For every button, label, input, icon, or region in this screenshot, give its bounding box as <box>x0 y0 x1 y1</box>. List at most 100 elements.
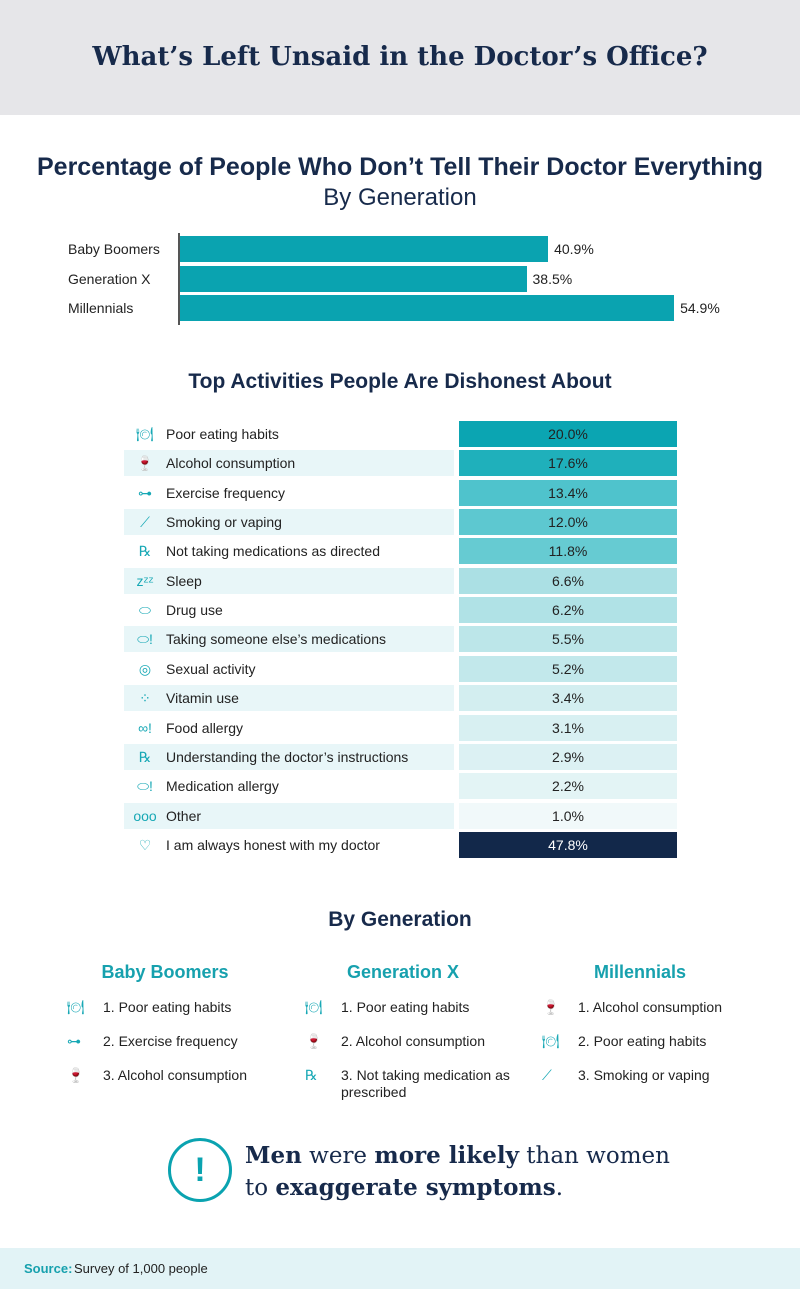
plate-icon: 🍽 <box>305 999 323 1015</box>
row-label-cell: ⬭! Medication allergy <box>124 773 454 799</box>
row-value: 13.4% <box>459 479 677 506</box>
row-value: 5.2% <box>459 655 677 682</box>
table-title: Top Activities People Are Dishonest Abou… <box>188 370 612 393</box>
chart-title: Percentage of People Who Don’t Tell Thei… <box>36 153 763 181</box>
note-men: Men <box>245 1142 302 1169</box>
bar-value-label: 38.5% <box>532 270 573 287</box>
chart-subtitle: By Generation <box>323 184 477 211</box>
row-label-cell: ℞ Not taking medications as directed <box>124 538 454 564</box>
bar-label: Generation X <box>68 270 151 287</box>
row-label-cell: ◎ Sexual activity <box>124 656 454 682</box>
row-value: 20.0% <box>459 421 677 447</box>
note-text: to <box>245 1175 276 1201</box>
callout-note: Men were more likely than women to exagge… <box>245 1140 670 1204</box>
table-row: ooo Other 1.0% <box>124 802 677 829</box>
row-label: Smoking or vaping <box>166 514 282 531</box>
row-value: 3.4% <box>459 685 677 712</box>
note-more-likely: more likely <box>374 1142 519 1169</box>
row-value: 2.2% <box>459 773 677 800</box>
cigarette-icon: ⟋ <box>542 1067 552 1083</box>
table-row: ⁘ Vitamin use 3.4% <box>124 685 677 712</box>
generation-item: 2. Exercise frequency <box>103 1033 238 1049</box>
row-value: 5.5% <box>459 626 677 653</box>
row-label: I am always honest with my doctor <box>166 836 380 853</box>
generation-name: Millennials <box>593 962 687 982</box>
row-label-cell: ooo Other <box>124 802 454 829</box>
generation-item: 1. Poor eating habits <box>103 999 232 1015</box>
row-label: Vitamin use <box>166 690 239 707</box>
wine-bottle-icon: 🍷 <box>67 1067 85 1083</box>
prescription-icon: ℞ <box>138 748 152 765</box>
row-value: 17.6% <box>459 450 677 477</box>
condom-icon: ◎ <box>138 660 152 677</box>
generation-title: By Generation <box>328 908 472 931</box>
row-value: 2.9% <box>459 743 677 770</box>
generation-item: 2. Alcohol consumption <box>341 1033 485 1049</box>
generation-column: Generation X 🍽 1. Poor eating habits 🍷 2. Al… <box>283 962 523 1100</box>
row-label: Medication allergy <box>166 778 279 795</box>
prescription-icon: ℞ <box>138 543 152 560</box>
row-label-cell: ℞ Understanding the doctor’s instructions <box>124 743 454 770</box>
table-row: ◎ Sexual activity 5.2% <box>124 655 677 682</box>
generation-name: Baby Boomers <box>101 962 229 982</box>
note-text: than women <box>518 1143 670 1169</box>
generation-item: 3. Smoking or vaping <box>578 1067 710 1083</box>
row-label-cell: ⬭! Taking someone else’s medications <box>124 626 454 653</box>
bar <box>180 236 549 262</box>
row-label-cell: ⬭ Drug use <box>124 597 454 623</box>
source-label: Source: <box>24 1261 73 1276</box>
generation-name: Generation X <box>346 962 460 982</box>
bar-value-label: 54.9% <box>680 300 720 316</box>
footer: Source: Survey of 1,000 people <box>0 1248 800 1289</box>
pill-alert-icon: ⬭! <box>137 778 153 795</box>
table-row: ⟋ Smoking or vaping 12.0% <box>124 509 677 536</box>
row-value: 6.2% <box>459 597 677 624</box>
header: What’s Left Unsaid in the Doctor’s Offic… <box>0 0 800 115</box>
generation-column: Baby Boomers 🍽 1. Poor eating habits ⊶ 2. Ex… <box>45 962 285 1083</box>
table-row: ⬭! Medication allergy 2.2% <box>124 773 677 800</box>
table-row: 🍽 Poor eating habits 20.0% <box>124 421 677 447</box>
row-label-cell: zᶻᶻ Sleep <box>124 567 454 594</box>
row-label-cell: 🍷 Alcohol consumption <box>124 450 454 477</box>
row-label: Understanding the doctor’s instructions <box>166 748 409 765</box>
row-label: Taking someone else’s medications <box>166 631 386 648</box>
table-row: ⬭! Taking someone else’s medications 5.5% <box>124 626 677 653</box>
row-label-cell: ∞! Food allergy <box>124 715 454 741</box>
row-label-cell: 🍽 Poor eating habits <box>124 421 454 447</box>
row-label-cell: ⁘ Vitamin use <box>124 685 454 712</box>
row-label: Not taking medications as directed <box>166 543 380 560</box>
row-label: Sleep <box>166 572 202 589</box>
row-value: 11.8% <box>459 538 677 565</box>
table-row: ∞! Food allergy 3.1% <box>124 714 677 741</box>
row-value: 3.1% <box>459 714 677 741</box>
row-label: Food allergy <box>166 719 244 736</box>
row-label-cell: ⟋ Smoking or vaping <box>124 509 454 536</box>
row-value: 47.8% <box>459 831 677 858</box>
note-text: . <box>555 1175 564 1201</box>
pill-icon: ⬭ <box>139 602 151 619</box>
row-label: Exercise frequency <box>166 484 286 501</box>
generation-column: Millennials 🍷 1. Alcohol consumption 🍽 2. Po… <box>520 962 760 1083</box>
bar-label: Baby Boomers <box>68 241 160 257</box>
row-label: Sexual activity <box>166 660 256 677</box>
zzz-icon: zᶻᶻ <box>136 572 154 589</box>
pill-alert-icon: ⬭! <box>137 631 153 648</box>
source-text: Survey of 1,000 people <box>74 1261 208 1276</box>
bar-label: Millennials <box>68 300 134 316</box>
row-value: 1.0% <box>459 802 677 829</box>
vitamins-icon: ⁘ <box>139 690 151 707</box>
row-value: 6.6% <box>459 567 677 594</box>
dumbbell-icon: ⊶ <box>138 484 152 501</box>
row-label: Drug use <box>166 602 223 619</box>
note-text: were <box>301 1143 375 1169</box>
prescription-icon: ℞ <box>305 1067 318 1083</box>
row-value: 12.0% <box>459 509 677 536</box>
row-label-cell: ⊶ Exercise frequency <box>124 480 454 506</box>
dots-icon: ooo <box>133 807 157 824</box>
plate-icon: 🍽 <box>542 1033 560 1049</box>
wine-bottle-icon: 🍷 <box>542 999 560 1015</box>
bar-value-label: 40.9% <box>554 241 594 257</box>
generation-item: 1. Alcohol consumption <box>578 999 722 1015</box>
generation-item: 3. Not taking medication as prescribed <box>341 1067 510 1100</box>
heart-hand-icon: ♡ <box>138 836 152 853</box>
